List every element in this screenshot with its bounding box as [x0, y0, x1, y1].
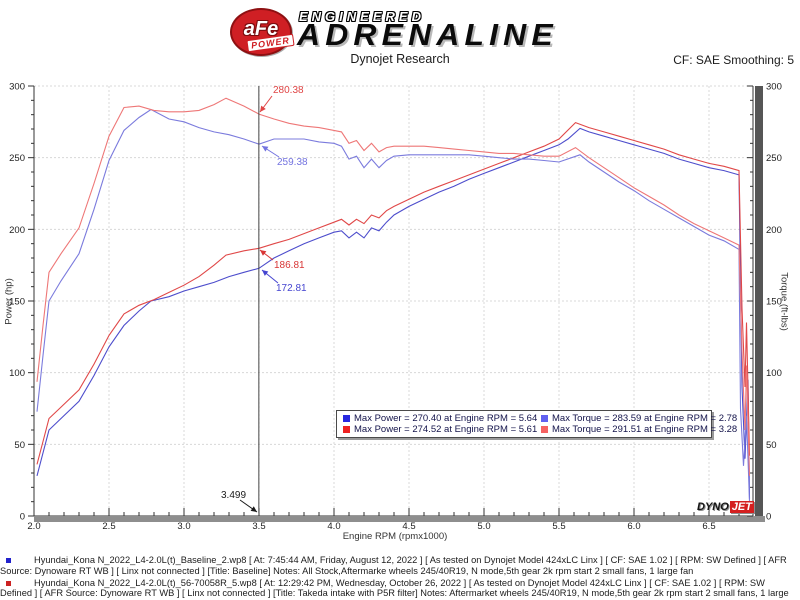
- left-tick-label: 150: [9, 297, 25, 308]
- right-tick-label: 250: [766, 153, 782, 164]
- left-tick-label: 200: [9, 225, 25, 236]
- annotation-arrowhead: [260, 105, 266, 112]
- left-tick-label: 100: [9, 368, 25, 379]
- run-bullet-icon: [6, 558, 11, 563]
- legend-box: Max Power = 270.40 at Engine RPM = 5.64 M…: [336, 410, 737, 438]
- left-tick-label: 50: [14, 440, 25, 451]
- annotation-value-label: 259.38: [277, 157, 308, 168]
- right-axis-title: Torque (ft-lbs): [778, 272, 790, 331]
- annotation-value-label: 172.81: [276, 283, 307, 294]
- legend-entry: Max Power = 274.52 at Engine RPM = 5.61: [343, 424, 541, 435]
- x-tick-label: 2.5: [102, 521, 115, 532]
- right-tick-label: 150: [766, 297, 782, 308]
- annotation-arrowhead: [260, 250, 267, 256]
- right-tick-label: 100: [766, 368, 782, 379]
- right-tick-label: 200: [766, 225, 782, 236]
- run-info-row: Hyundai_Kona N_2022_L4-2.0L(t)_56-70058R…: [0, 578, 797, 600]
- annotation-arrowhead: [262, 146, 269, 152]
- annotation-arrowhead: [262, 270, 269, 276]
- legend-entry-label: Max Power = 274.52 at Engine RPM = 5.61: [354, 424, 538, 435]
- legend-entry: Max Torque = 291.51 at Engine RPM = 3.28: [541, 424, 737, 435]
- right-tick-label: 0: [766, 512, 771, 523]
- x-tick-label: 2.0: [27, 521, 40, 532]
- x-tick-label: 4.5: [402, 521, 415, 532]
- afe-logo-text: aFe: [243, 18, 279, 40]
- dynojet-logo: DYNO JET: [697, 501, 754, 513]
- annotation-arrowhead: [250, 506, 257, 512]
- run-description-text: Hyundai_Kona N_2022_L4-2.0L(t)_Baseline_…: [0, 555, 787, 576]
- x-tick-label: 5.0: [477, 521, 490, 532]
- chart-title: Dynojet Research: [350, 52, 450, 66]
- curve-power_run1_baseline: [36, 127, 751, 499]
- x-tick-label: 6.5: [702, 521, 715, 532]
- legend-marker-icon: [541, 426, 548, 433]
- curve-power_run2_intake: [36, 121, 751, 465]
- left-tick-label: 0: [20, 512, 25, 523]
- annotation-value-label: 280.38: [273, 85, 304, 96]
- x-tick-label: 6.0: [627, 521, 640, 532]
- brand-adrenaline-text: ADRENALINE: [297, 17, 558, 52]
- curve-torque_run1_baseline: [36, 108, 751, 502]
- x-tick-label: 4.0: [327, 521, 340, 532]
- x-tick-label: 3.5: [252, 521, 265, 532]
- legend-entry: Max Power = 270.40 at Engine RPM = 5.64: [343, 413, 541, 424]
- annotation-value-label: 186.81: [274, 260, 305, 271]
- x-axis-title: Engine RPM (rpmx1000): [342, 531, 448, 542]
- legend-marker-icon: [541, 415, 548, 422]
- left-tick-label: 250: [9, 153, 25, 164]
- x-tick-label: 5.5: [552, 521, 565, 532]
- x-tick-label: 3.0: [177, 521, 190, 532]
- annotation-value-label: 3.499: [221, 490, 247, 501]
- run-bullet-icon: [6, 580, 11, 586]
- curve-torque_run2_intake: [36, 97, 751, 476]
- run-info-row: Hyundai_Kona N_2022_L4-2.0L(t)_Baseline_…: [0, 555, 797, 577]
- right-tick-label: 300: [766, 82, 782, 93]
- dynojet-logo-dyno: DYNO: [697, 501, 729, 513]
- legend-entry-label: Max Torque = 291.51 at Engine RPM = 3.28: [552, 424, 738, 435]
- horizontal-scrollbar[interactable]: [34, 516, 765, 522]
- legend-marker-icon: [343, 415, 350, 422]
- run-description-text: Hyundai_Kona N_2022_L4-2.0L(t)_56-70058R…: [0, 577, 789, 600]
- legend-entry: Max Torque = 283.59 at Engine RPM = 2.78: [541, 413, 737, 424]
- legend-marker-icon: [343, 426, 350, 433]
- legend-entry-label: Max Torque = 283.59 at Engine RPM = 2.78: [552, 413, 738, 424]
- vertical-scrollbar[interactable]: [755, 86, 763, 516]
- dynojet-logo-jet: JET: [729, 501, 754, 513]
- brand-engineered-text: ENGINEERED: [299, 9, 425, 24]
- left-tick-label: 300: [9, 82, 25, 93]
- legend-entry-label: Max Power = 270.40 at Engine RPM = 5.64: [354, 413, 538, 424]
- left-axis-title: Power (hp): [3, 278, 15, 325]
- right-tick-label: 50: [766, 440, 777, 451]
- run-info-list: Hyundai_Kona N_2022_L4-2.0L(t)_Baseline_…: [0, 555, 797, 600]
- smoothing-setting-label: CF: SAE Smoothing: 5: [673, 53, 794, 67]
